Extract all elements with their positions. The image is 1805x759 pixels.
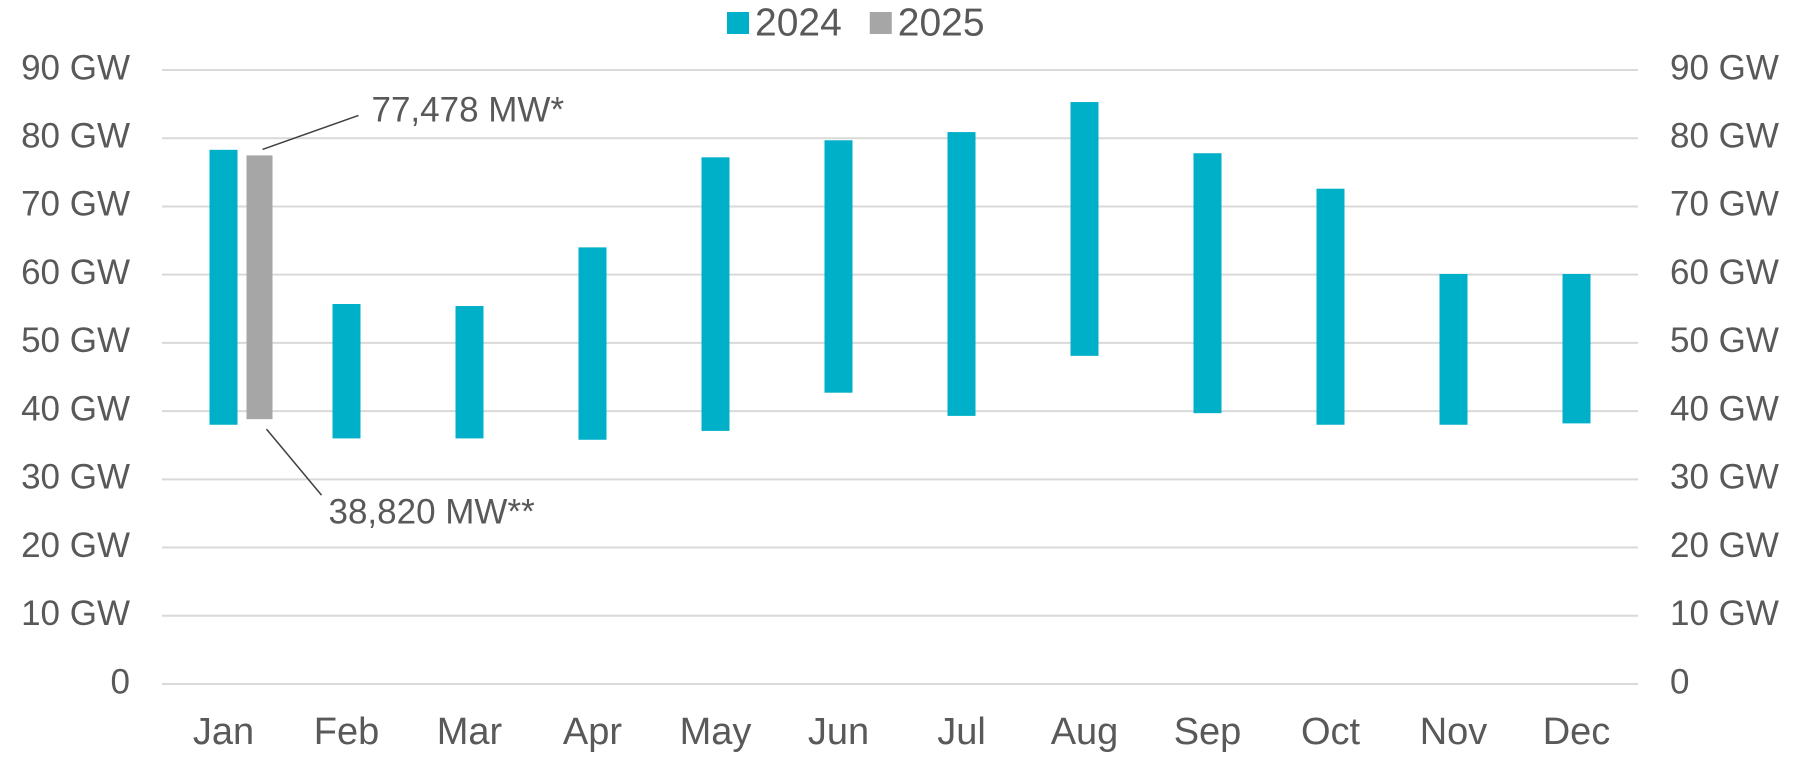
- y-tick-label: 40 GW: [21, 389, 130, 428]
- x-tick-label: Nov: [1420, 711, 1488, 753]
- legend-swatch: [727, 12, 749, 34]
- data-label: 77,478 MW*: [372, 91, 565, 130]
- x-tick-label: May: [680, 711, 752, 753]
- y2-tick-label: 40 GW: [1670, 389, 1779, 428]
- x-tick-label: Oct: [1301, 711, 1361, 753]
- bar: [1562, 273, 1591, 424]
- y2-tick-label: 50 GW: [1670, 321, 1779, 360]
- annotation-leader: [265, 428, 323, 496]
- y-tick-label: 0: [111, 662, 130, 701]
- x-tick-label: Sep: [1174, 711, 1242, 753]
- bar: [1193, 153, 1222, 414]
- x-tick-label: Jun: [808, 711, 869, 753]
- annotation-leader: [262, 114, 359, 151]
- bar: [455, 306, 484, 439]
- x-tick-label: Feb: [314, 711, 379, 753]
- y2-tick-label: 70 GW: [1670, 185, 1779, 224]
- bar: [947, 132, 976, 416]
- bar: [578, 247, 607, 440]
- y-tick-label: 90 GW: [21, 48, 130, 87]
- legend-label: 2025: [898, 1, 985, 44]
- bar: [1070, 102, 1099, 356]
- bar: [824, 140, 853, 393]
- bar: [246, 155, 273, 420]
- x-tick-label: Apr: [563, 711, 622, 753]
- y2-tick-label: 20 GW: [1670, 526, 1779, 565]
- x-tick-label: Jul: [937, 711, 986, 753]
- bar: [209, 149, 238, 425]
- x-tick-label: Jan: [193, 711, 254, 753]
- x-tick-label: Dec: [1543, 711, 1611, 753]
- y2-tick-label: 10 GW: [1670, 594, 1779, 633]
- bar: [1316, 188, 1345, 425]
- bar: [1439, 273, 1468, 425]
- y2-tick-label: 80 GW: [1670, 116, 1779, 155]
- y-tick-label: 80 GW: [21, 116, 130, 155]
- y2-tick-label: 30 GW: [1670, 458, 1779, 497]
- bar: [332, 304, 361, 439]
- y-tick-label: 50 GW: [21, 321, 130, 360]
- y-tick-label: 10 GW: [21, 594, 130, 633]
- x-tick-label: Mar: [437, 711, 503, 753]
- y-tick-label: 70 GW: [21, 185, 130, 224]
- y-tick-label: 30 GW: [21, 458, 130, 497]
- y2-tick-label: 60 GW: [1670, 253, 1779, 292]
- legend-label: 2024: [755, 1, 842, 44]
- bar: [701, 157, 730, 431]
- data-label: 38,820 MW**: [329, 492, 536, 531]
- y2-tick-label: 90 GW: [1670, 48, 1779, 87]
- x-tick-label: Aug: [1051, 711, 1119, 753]
- legend-swatch: [869, 12, 892, 34]
- y2-tick-label: 0: [1670, 662, 1689, 701]
- y-tick-label: 60 GW: [21, 253, 130, 292]
- y-tick-label: 20 GW: [21, 526, 130, 565]
